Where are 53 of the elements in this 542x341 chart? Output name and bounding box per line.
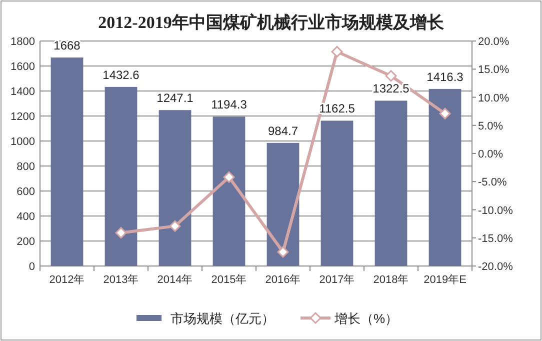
data-label: 1668	[54, 38, 81, 52]
x-tick-label: 2013年	[103, 274, 139, 286]
x-tick-label: 2019年E	[424, 274, 466, 286]
point	[331, 46, 343, 58]
y-tick-label: 200	[16, 236, 35, 248]
bar	[158, 110, 192, 266]
data-label: 1162.5	[319, 102, 356, 116]
x-tick-label: 2014年	[157, 274, 193, 286]
legend-label: 增长（%）	[334, 311, 398, 326]
y2-tick-label: -5.0%	[478, 176, 507, 189]
y-tick-label: 1000	[10, 136, 35, 148]
point	[115, 227, 127, 239]
data-label: 984.7	[268, 124, 298, 138]
point	[385, 70, 397, 82]
bar	[104, 86, 138, 266]
point	[277, 246, 289, 258]
point	[169, 220, 181, 232]
y2-tick-label: 0.0%	[478, 148, 504, 160]
chart-title: 2012-2019年中国煤矿机械行业市场规模及增长	[98, 13, 445, 32]
y2-tick-label: 10.0%	[478, 92, 510, 104]
y-tick-label: 600	[16, 186, 35, 198]
x-tick-label: 2012年	[49, 274, 85, 286]
point	[439, 108, 451, 120]
x-tick-label: 2018年	[373, 274, 409, 286]
y2-tick-label: 20.0%	[478, 36, 510, 48]
y-tick-label: 1800	[10, 36, 35, 48]
y2-tick-label: 15.0%	[478, 64, 510, 76]
legend-label: 市场规模（亿元）	[170, 311, 274, 326]
y2-tick-label: -15.0%	[478, 232, 514, 245]
bar	[374, 100, 408, 266]
data-label: 1322.5	[372, 82, 410, 96]
bar	[266, 142, 300, 266]
data-label: 1247.1	[156, 91, 194, 106]
point	[223, 171, 235, 183]
y-tick-label: 400	[16, 211, 35, 223]
bar	[428, 88, 462, 266]
y-tick-label: 800	[16, 161, 35, 173]
y2-tick-label: -20.0%	[478, 261, 514, 273]
y-tick-label: 1400	[10, 86, 35, 98]
y2-tick-label: 5.0%	[478, 120, 504, 132]
data-label: 1432.6	[102, 68, 140, 82]
y-tick-label: 1200	[10, 111, 35, 123]
data-label: 1194.3	[211, 98, 248, 112]
bar	[212, 116, 246, 266]
bar	[320, 120, 354, 266]
x-tick-label: 2015年	[211, 274, 247, 286]
y2-tick-label: -10.0%	[478, 204, 514, 217]
data-label: 1416.3	[426, 70, 464, 84]
x-tick-label: 2016年	[265, 274, 301, 286]
x-tick-label: 2017年	[319, 274, 355, 286]
y-tick-label: 0	[28, 261, 35, 273]
bar	[50, 58, 84, 266]
y-tick-label: 1600	[10, 61, 35, 73]
